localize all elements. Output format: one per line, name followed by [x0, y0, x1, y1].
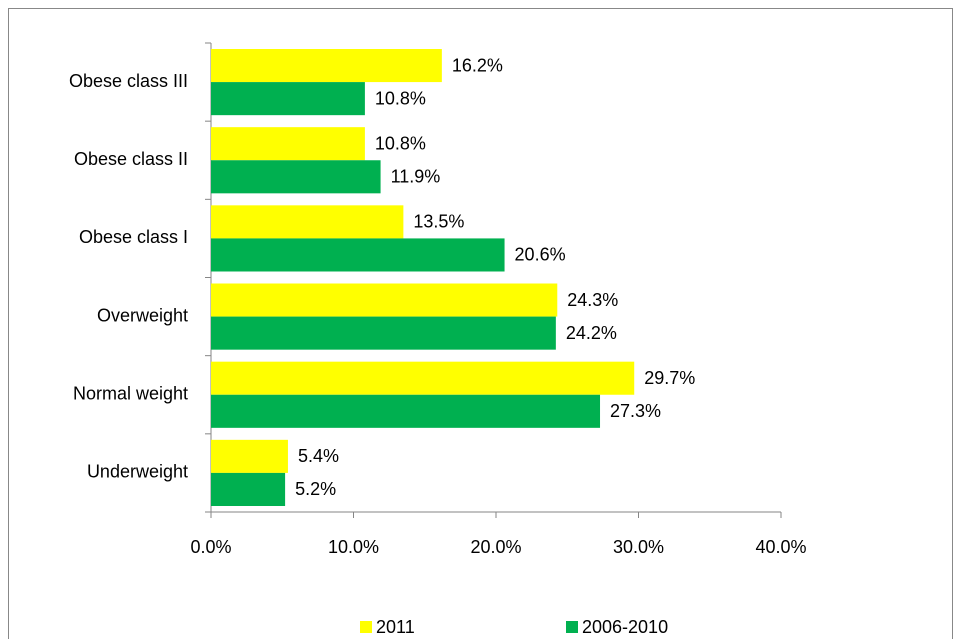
data-label: 5.4% [298, 446, 339, 466]
bar [211, 238, 505, 272]
y-tick-label: Obese class III [69, 71, 188, 91]
data-label: 27.3% [610, 401, 661, 421]
data-label: 16.2% [452, 55, 503, 75]
data-label: 11.9% [391, 167, 441, 187]
bar [211, 472, 286, 506]
y-tick-label: Underweight [87, 462, 188, 482]
x-tick-label: 30.0% [613, 537, 664, 557]
bar [211, 205, 404, 239]
legend-swatch [360, 621, 372, 633]
y-tick-label: Obese class I [79, 227, 188, 247]
x-tick-label: 10.0% [328, 537, 379, 557]
x-tick-label: 40.0% [755, 537, 806, 557]
bar [211, 127, 365, 161]
data-label: 13.5% [413, 212, 464, 232]
data-label: 10.8% [375, 133, 426, 153]
y-tick-label: Normal weight [73, 384, 188, 404]
y-tick-label: Obese class II [74, 149, 188, 169]
x-tick-label: 0.0% [190, 537, 231, 557]
x-tick-label: 20.0% [470, 537, 521, 557]
chart-border [8, 8, 953, 639]
bar [211, 49, 442, 83]
y-tick-label: Overweight [97, 305, 188, 325]
bar [211, 316, 556, 350]
legend-label: 2011 [376, 617, 415, 637]
data-label: 29.7% [644, 368, 695, 388]
data-label: 5.2% [295, 479, 336, 499]
data-label: 10.8% [375, 88, 426, 108]
bar [211, 283, 558, 317]
legend-swatch [566, 621, 578, 633]
data-label: 24.3% [567, 290, 618, 310]
bar [211, 361, 635, 395]
bar [211, 439, 288, 473]
data-label: 20.6% [515, 245, 566, 265]
legend-label: 2006-2010 [582, 617, 668, 637]
bar [211, 160, 381, 194]
bar [211, 394, 601, 428]
data-label: 24.2% [566, 323, 617, 343]
bar [211, 82, 365, 116]
